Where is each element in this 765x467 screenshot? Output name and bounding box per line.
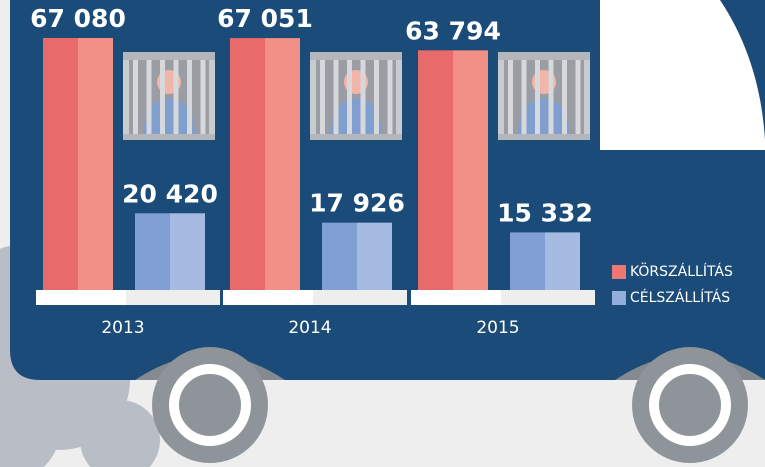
bar-grille: [374, 60, 379, 134]
wheel-rim: [169, 364, 251, 446]
bar-grille: [187, 60, 192, 134]
bar-grille: [320, 60, 325, 134]
cell-top: [123, 52, 215, 60]
bar-grille: [160, 60, 165, 134]
data-label: 20 420: [122, 179, 218, 208]
legend-label: KÖRSZÁLLÍTÁS: [630, 262, 733, 280]
cell-bottom: [310, 134, 402, 140]
cell-bottom: [123, 134, 215, 140]
bar-grille: [333, 60, 339, 134]
platform: [126, 290, 220, 305]
prison-icon: [123, 52, 215, 140]
prison-icon: [310, 52, 402, 140]
x-tick-label: 2014: [288, 318, 331, 338]
platform: [313, 290, 407, 305]
legend-swatch: [612, 291, 626, 305]
bar-grille: [347, 60, 352, 134]
cell-top: [310, 52, 402, 60]
cell-bottom: [498, 134, 590, 140]
bar-grille: [548, 60, 554, 134]
bar: [322, 222, 392, 290]
bar-grille: [508, 60, 513, 134]
bar: [230, 38, 300, 290]
x-tick-label: 2013: [101, 318, 144, 338]
prison-icon: [498, 52, 590, 140]
data-label: 63 794: [405, 16, 501, 45]
platform: [411, 290, 501, 305]
legend-swatch: [612, 265, 626, 279]
legend-label: CÉLSZÁLLÍTÁS: [630, 289, 730, 306]
bar: [135, 213, 205, 290]
bar: [43, 38, 113, 290]
prisoner-body: [330, 98, 382, 134]
van-window: [600, 0, 765, 150]
wheel: [152, 347, 268, 463]
bar: [510, 232, 580, 290]
bar: [418, 50, 488, 290]
platform: [36, 290, 126, 305]
data-label: 15 332: [497, 198, 593, 227]
bar-grille: [521, 60, 527, 134]
data-label: 67 080: [30, 4, 126, 33]
prisoner-body: [518, 98, 570, 134]
bar-grille: [575, 60, 581, 134]
bar-grille: [200, 60, 206, 134]
bar-grille: [360, 60, 366, 134]
data-label: 17 926: [309, 189, 405, 218]
bar-grille: [173, 60, 179, 134]
wheel-rim: [649, 364, 731, 446]
data-label: 67 051: [217, 4, 313, 33]
bar-grille: [535, 60, 540, 134]
cell-top: [498, 52, 590, 60]
platform: [501, 290, 595, 305]
x-tick-label: 2015: [476, 318, 519, 338]
prisoner-body: [143, 98, 195, 134]
bar-grille: [146, 60, 152, 134]
bar-grille: [133, 60, 138, 134]
wheel: [632, 347, 748, 463]
bar-grille: [387, 60, 393, 134]
bar-grille: [562, 60, 567, 134]
platform: [223, 290, 313, 305]
